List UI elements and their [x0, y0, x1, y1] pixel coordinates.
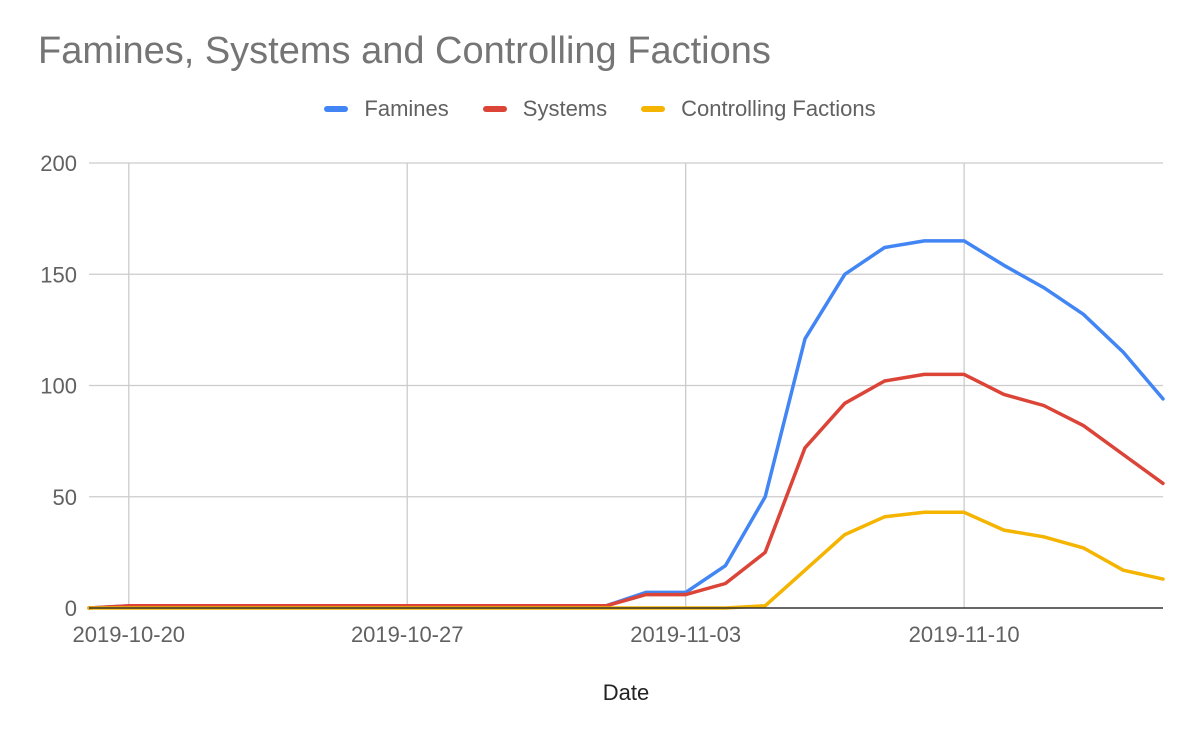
chart-legend: Famines Systems Controlling Factions	[0, 96, 1200, 122]
legend-item-systems[interactable]: Systems	[482, 96, 608, 122]
series-line-controlling-factions	[87, 510, 1165, 610]
y-tick-label-0: 0	[65, 596, 77, 621]
x-axis-title: Date	[602, 680, 650, 705]
x-tick-label-2019-11-03: 2019-11-03	[630, 622, 741, 647]
y-tick-label-50: 50	[53, 485, 77, 510]
legend-swatch-famines	[324, 106, 349, 112]
x-tick-label-2019-10-20: 2019-10-20	[73, 622, 186, 647]
x-tick-label-2019-10-27: 2019-10-27	[351, 622, 464, 647]
x-tick-label-2019-11-10: 2019-11-10	[909, 622, 1020, 647]
legend-label-controlling-factions: Controlling Factions	[681, 96, 876, 121]
legend-swatch-systems	[482, 106, 507, 112]
legend-swatch-controlling-factions	[641, 106, 666, 112]
legend-item-famines[interactable]: Famines	[324, 96, 449, 122]
y-tick-label-150: 150	[40, 262, 77, 287]
series-line-famines	[87, 239, 1165, 610]
legend-item-controlling-factions[interactable]: Controlling Factions	[641, 96, 876, 122]
y-tick-label-200: 200	[40, 151, 77, 176]
chart-title: Famines, Systems and Controlling Faction…	[38, 30, 771, 72]
y-tick-label-100: 100	[40, 374, 77, 399]
series-line-systems	[87, 372, 1165, 610]
legend-label-systems: Systems	[522, 96, 608, 121]
legend-label-famines: Famines	[364, 96, 449, 121]
